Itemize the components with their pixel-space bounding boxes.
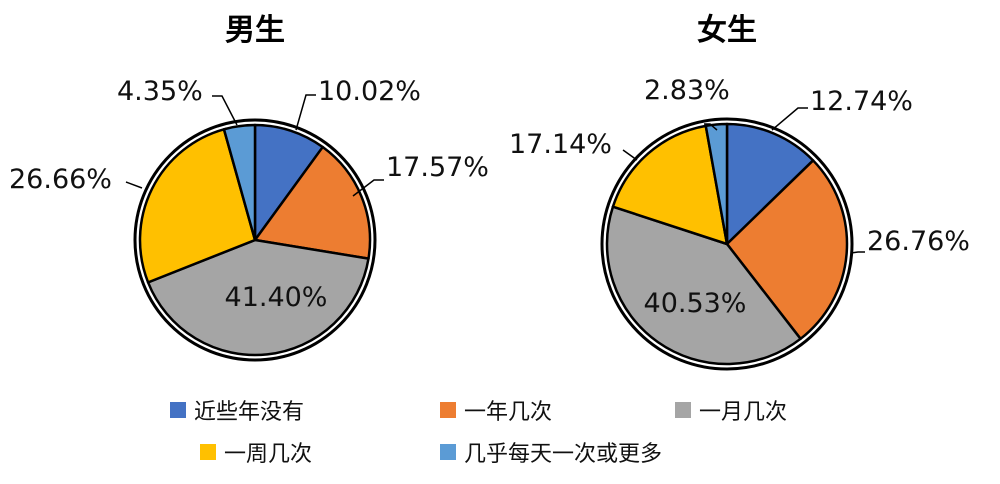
legend: 近些年没有 一年几次 一月几次 一周几次 几乎每天一次或更多 xyxy=(170,395,870,475)
pie-slice-few-per-year xyxy=(725,159,849,341)
pie-slice-never xyxy=(725,122,815,246)
pie-slice-few-per-week xyxy=(611,124,729,246)
leader-line xyxy=(212,95,238,126)
pie-slice-few-per-week xyxy=(138,128,257,284)
pie-slice-few-per-month xyxy=(146,238,370,357)
leader-line xyxy=(295,94,316,131)
legend-swatch xyxy=(440,444,456,460)
legend-label: 一年几次 xyxy=(464,400,553,425)
pie-slice-few-per-year xyxy=(253,145,372,260)
legend-swatch xyxy=(200,444,216,460)
legend-item-few-per-year: 一年几次 xyxy=(440,395,552,425)
leader-line xyxy=(352,179,384,197)
pie-female: 12.74% 26.76% 40.53% 17.14% 2.83% xyxy=(509,75,970,371)
leader-line xyxy=(771,107,808,131)
pie-slice-never xyxy=(253,123,324,242)
data-label-never: 12.74% xyxy=(810,86,913,117)
legend-label: 近些年没有 xyxy=(194,400,305,425)
data-label-daily-or-more: 2.83% xyxy=(644,75,730,106)
legend-label: 几乎每天一次或更多 xyxy=(464,442,663,467)
leader-line xyxy=(850,251,865,254)
legend-item-never: 近些年没有 xyxy=(170,395,304,425)
legend-swatch xyxy=(675,402,691,418)
data-label-few-per-week: 26.66% xyxy=(9,164,112,195)
legend-swatch xyxy=(440,402,456,418)
legend-label: 一月几次 xyxy=(699,400,788,425)
data-label-few-per-month: 40.53% xyxy=(644,288,747,319)
data-label-few-per-month: 41.40% xyxy=(225,282,328,313)
legend-item-few-per-month: 一月几次 xyxy=(675,395,787,425)
leader-line xyxy=(704,123,718,131)
data-label-few-per-year: 17.57% xyxy=(386,152,489,183)
leader-line xyxy=(125,181,143,189)
data-label-daily-or-more: 4.35% xyxy=(117,76,203,107)
legend-item-few-per-week: 一周几次 xyxy=(200,437,312,467)
data-label-never: 10.02% xyxy=(318,76,421,107)
chart-title-male: 男生 xyxy=(225,13,285,48)
pie-slice-daily-or-more xyxy=(222,123,257,242)
legend-item-daily-or-more: 几乎每天一次或更多 xyxy=(440,437,662,467)
legend-swatch xyxy=(170,402,186,418)
pie-slice-few-per-month xyxy=(605,205,802,366)
legend-label: 一周几次 xyxy=(224,442,313,467)
data-label-few-per-year: 26.76% xyxy=(867,226,970,257)
pie-slice-daily-or-more xyxy=(704,122,729,246)
leader-line xyxy=(622,149,638,161)
pie-male: 10.02% 17.57% 41.40% 26.66% 4.35% xyxy=(9,76,489,362)
data-label-few-per-week: 17.14% xyxy=(509,129,612,160)
chart-title-female: 女生 xyxy=(697,13,757,48)
